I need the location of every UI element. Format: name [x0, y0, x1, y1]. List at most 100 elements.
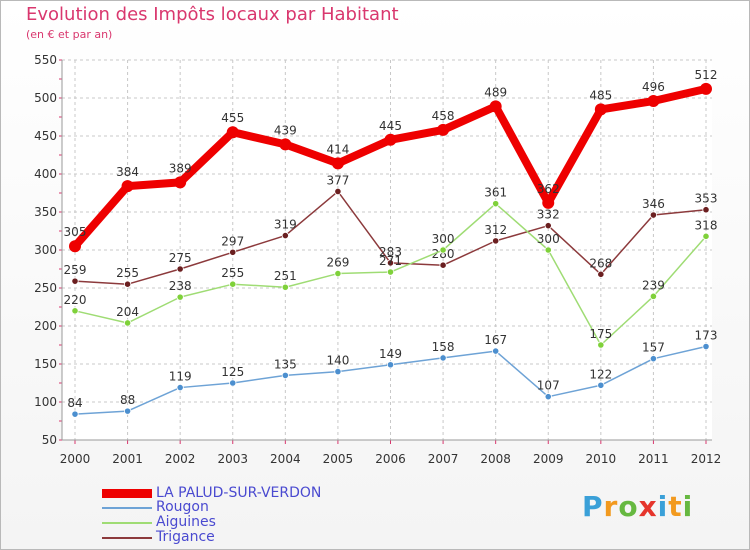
y-tick-label-50: 50	[42, 433, 57, 447]
data-label-la-palud-sur-verdon-2010: 485	[589, 88, 612, 102]
data-label-aiguines-2008: 361	[484, 186, 507, 200]
x-tick-label-2010: 2010	[586, 452, 617, 466]
data-label-trigance-2002: 275	[169, 251, 192, 265]
legend-item-rougon[interactable]: Rougon	[102, 500, 209, 515]
data-point-trigance-2001	[124, 281, 130, 287]
data-label-trigance-2000: 259	[64, 263, 87, 277]
data-label-rougon-2003: 125	[221, 365, 244, 379]
data-label-trigance-2008: 312	[484, 223, 507, 237]
y-tick-label-450: 450	[34, 129, 57, 143]
data-label-rougon-2010: 122	[589, 367, 612, 381]
data-label-la-palud-sur-verdon-2003: 455	[221, 111, 244, 125]
data-label-aiguines-2004: 251	[274, 269, 297, 283]
data-point-aiguines-2000	[72, 308, 78, 314]
data-label-aiguines-2003: 255	[221, 266, 244, 280]
data-point-aiguines-2012	[703, 233, 709, 239]
data-label-aiguines-2012: 318	[695, 218, 718, 232]
data-label-la-palud-sur-verdon-2005: 414	[326, 142, 349, 156]
data-point-trigance-2008	[492, 238, 498, 244]
data-label-rougon-2008: 167	[484, 333, 507, 347]
x-tick-label-2004: 2004	[270, 452, 301, 466]
legend-swatch-rougon	[102, 507, 152, 509]
data-label-rougon-2011: 157	[642, 341, 665, 355]
x-tick-label-2009: 2009	[533, 452, 564, 466]
legend-item-aiguines[interactable]: Aiguines	[102, 515, 216, 530]
data-label-rougon-2000: 84	[67, 396, 82, 410]
data-point-rougon-2009	[545, 393, 551, 399]
data-label-la-palud-sur-verdon-2008: 489	[484, 85, 507, 99]
data-point-aiguines-2010	[598, 342, 604, 348]
data-point-trigance-2003	[230, 249, 236, 255]
data-point-aiguines-2004	[282, 284, 288, 290]
data-label-aiguines-2010: 175	[589, 327, 612, 341]
data-point-rougon-2007	[440, 355, 446, 361]
data-point-rougon-2008	[492, 348, 498, 354]
data-point-rougon-2006	[387, 362, 393, 368]
data-label-rougon-2004: 135	[274, 357, 297, 371]
legend-label-rougon: Rougon	[156, 500, 209, 515]
data-label-aiguines-2005: 269	[326, 256, 349, 270]
data-point-trigance-2005	[335, 188, 341, 194]
y-tick-label-500: 500	[34, 91, 57, 105]
legend-item-trigance[interactable]: Trigance	[102, 530, 215, 545]
x-tick-label-2007: 2007	[428, 452, 459, 466]
data-label-aiguines-2007: 300	[432, 232, 455, 246]
y-tick-label-550: 550	[34, 53, 57, 67]
data-label-la-palud-sur-verdon-2002: 389	[169, 161, 192, 175]
data-label-trigance-2005: 377	[326, 173, 349, 187]
x-tick-label-2002: 2002	[165, 452, 196, 466]
data-point-aiguines-2007	[440, 247, 446, 253]
logo-letter: i	[683, 490, 694, 523]
data-point-aiguines-2011	[650, 293, 656, 299]
legend-label-aiguines: Aiguines	[156, 515, 216, 530]
data-point-la-palud-sur-verdon-2001	[122, 180, 134, 192]
data-label-la-palud-sur-verdon-2007: 458	[432, 109, 455, 123]
data-label-la-palud-sur-verdon-2000: 305	[64, 225, 87, 239]
data-point-aiguines-2005	[335, 270, 341, 276]
data-point-aiguines-2001	[124, 320, 130, 326]
y-tick-label-300: 300	[34, 243, 57, 257]
logo-letter: o	[618, 490, 638, 523]
data-label-rougon-2007: 158	[432, 340, 455, 354]
x-tick-label-2005: 2005	[323, 452, 354, 466]
data-label-trigance-2003: 297	[221, 234, 244, 248]
data-point-la-palud-sur-verdon-2010	[595, 103, 607, 115]
data-point-rougon-2003	[230, 380, 236, 386]
data-label-rougon-2005: 140	[326, 354, 349, 368]
data-point-trigance-2010	[598, 271, 604, 277]
proxiti-logo: Proxiti	[582, 490, 693, 523]
data-point-la-palud-sur-verdon-2009	[542, 197, 554, 209]
legend-item-la-palud[interactable]: LA PALUD-SUR-VERDON	[102, 486, 321, 501]
data-point-la-palud-sur-verdon-2005	[332, 157, 344, 169]
x-tick-label-2012: 2012	[691, 452, 722, 466]
data-label-rougon-2006: 149	[379, 347, 402, 361]
data-label-trigance-2011: 346	[642, 197, 665, 211]
x-tick-label-2006: 2006	[375, 452, 406, 466]
data-label-aiguines-2000: 220	[64, 293, 87, 307]
data-point-trigance-2009	[545, 222, 551, 228]
data-label-la-palud-sur-verdon-2006: 445	[379, 119, 402, 133]
logo-letter: i	[658, 490, 669, 523]
data-point-aiguines-2006	[387, 269, 393, 275]
legend-swatch-trigance	[102, 537, 152, 539]
data-label-aiguines-2011: 239	[642, 278, 665, 292]
data-label-trigance-2010: 268	[589, 256, 612, 270]
data-point-la-palud-sur-verdon-2012	[700, 83, 712, 95]
data-point-aiguines-2009	[545, 247, 551, 253]
data-label-la-palud-sur-verdon-2004: 439	[274, 123, 297, 137]
data-point-aiguines-2002	[177, 294, 183, 300]
y-tick-label-150: 150	[34, 357, 57, 371]
line-chart: 501001502002503003504004505005502000 2001…	[0, 0, 750, 550]
data-point-la-palud-sur-verdon-2000	[69, 240, 81, 252]
logo-letter: t	[668, 490, 682, 523]
data-point-la-palud-sur-verdon-2007	[437, 124, 449, 136]
data-point-rougon-2010	[598, 382, 604, 388]
data-label-rougon-2001: 88	[120, 393, 135, 407]
data-point-rougon-2000	[72, 411, 78, 417]
data-label-aiguines-2002: 238	[169, 279, 192, 293]
data-label-trigance-2001: 255	[116, 266, 139, 280]
data-point-rougon-2012	[703, 343, 709, 349]
data-label-rougon-2002: 119	[169, 370, 192, 384]
data-point-rougon-2005	[335, 368, 341, 374]
data-point-la-palud-sur-verdon-2002	[174, 176, 186, 188]
